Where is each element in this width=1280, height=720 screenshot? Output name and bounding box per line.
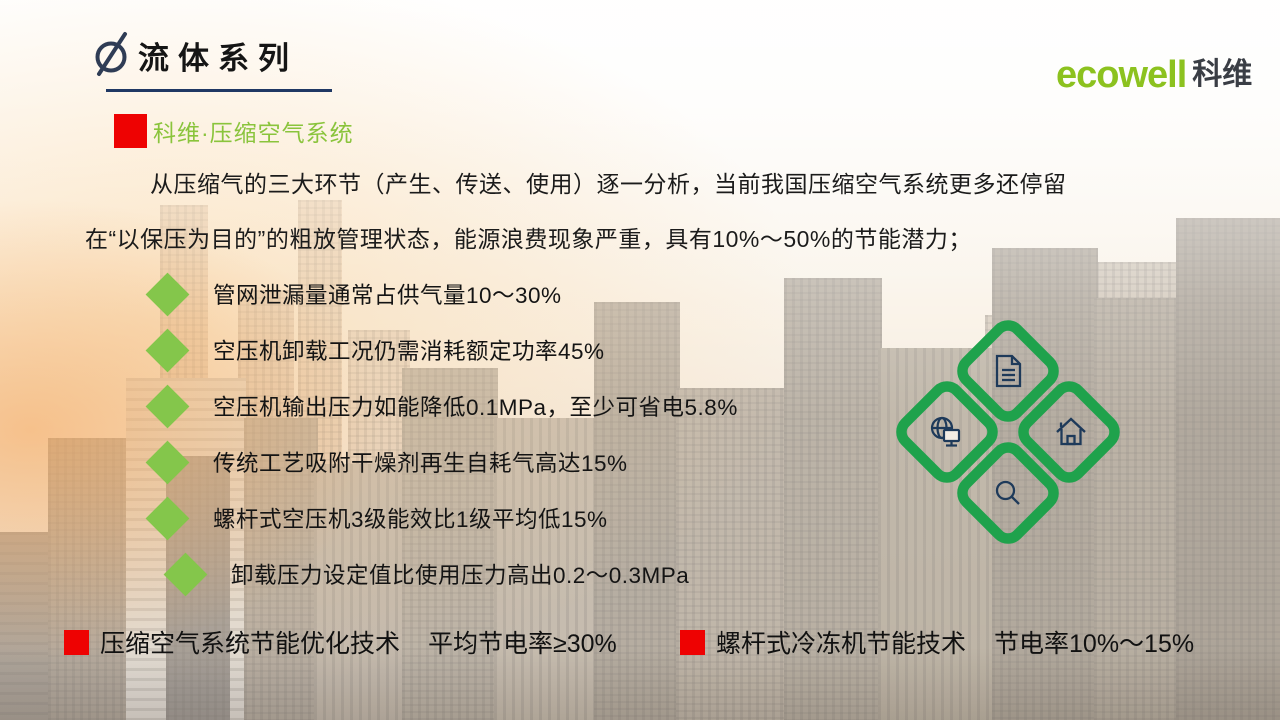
section-heading: 科维·压缩空气系统 [114, 114, 354, 148]
diamond-bullet-icon [145, 496, 190, 540]
bullet-text: 管网泄漏量通常占供气量10～30% [213, 283, 562, 308]
page-title: 流体系列 [138, 41, 298, 76]
bullet-text: 空压机输出压力如能降低0.1MPa，至少可省电5.8% [213, 395, 738, 420]
bullet-item: 传统工艺吸附干燥剂再生自耗气高达15% [145, 434, 738, 490]
clover-petal-right [1018, 381, 1120, 483]
diamond-bullet-icon [145, 440, 190, 484]
diameter-icon [92, 29, 134, 84]
section-heading-text: 科维·压缩空气系统 [153, 120, 354, 146]
clover-petal-bottom [957, 442, 1059, 544]
paragraph-line-2: 在“以保压为目的”的粗放管理状态，能源浪费现象严重，具有10%～50%的节能潜力… [85, 226, 972, 252]
bullet-item: 空压机输出压力如能降低0.1MPa，至少可省电5.8% [145, 378, 738, 434]
red-square-marker-icon [680, 629, 705, 655]
bullet-text: 传统工艺吸附干燥剂再生自耗气高达15% [213, 451, 628, 476]
globe-monitor-icon [930, 416, 961, 447]
red-square-marker-icon [64, 629, 89, 655]
logo-brand-text: ecowell [1056, 54, 1187, 96]
clover-petal-left [896, 381, 998, 483]
footer-label: 螺杆式冷冻机节能技术 [716, 630, 967, 658]
bullet-text: 卸载压力设定值比使用压力高出0.2～0.3MPa [231, 563, 690, 588]
home-icon [1056, 417, 1086, 446]
footer-item-compressed-air: 压缩空气系统节能优化技术 平均节电率≥30% [64, 624, 617, 660]
paragraph-line-1: 从压缩气的三大环节（产生、传送、使用）逐一分析，当前我国压缩空气系统更多还停留 [150, 171, 1067, 197]
bullet-list: 管网泄漏量通常占供气量10～30% 空压机卸载工况仍需消耗额定功率45% 空压机… [145, 266, 738, 602]
diamond-bullet-icon [145, 384, 190, 428]
footer-value: 节电率10%～15% [994, 630, 1195, 658]
footer-label: 压缩空气系统节能优化技术 [100, 630, 401, 658]
bullet-item: 卸载压力设定值比使用压力高出0.2～0.3MPa [146, 546, 738, 602]
diamond-bullet-icon [145, 328, 190, 372]
bullet-text: 空压机卸载工况仍需消耗额定功率45% [213, 339, 605, 364]
bullet-text: 螺杆式空压机3级能效比1级平均低15% [213, 507, 608, 532]
diamond-bullet-icon [163, 552, 208, 596]
document-icon [995, 354, 1022, 388]
red-square-marker-icon [114, 114, 147, 148]
bullet-item: 管网泄漏量通常占供气量10～30% [145, 266, 738, 322]
footer-item-screw-chiller: 螺杆式冷冻机节能技术 节电率10%～15% [680, 624, 1194, 660]
clover-diamond-graphic [872, 292, 1144, 585]
footer-value: 平均节电率≥30% [428, 630, 617, 658]
diamond-bullet-icon [145, 272, 190, 316]
bullet-item: 螺杆式空压机3级能效比1级平均低15% [145, 490, 738, 546]
bullet-item: 空压机卸载工况仍需消耗额定功率45% [145, 322, 738, 378]
ecowell-logo: ecowell 科维 [1056, 56, 1252, 94]
clover-petal-top [957, 320, 1059, 422]
logo-chinese-text: 科维 [1192, 58, 1253, 91]
search-icon [995, 480, 1020, 505]
title-underline [106, 89, 332, 92]
